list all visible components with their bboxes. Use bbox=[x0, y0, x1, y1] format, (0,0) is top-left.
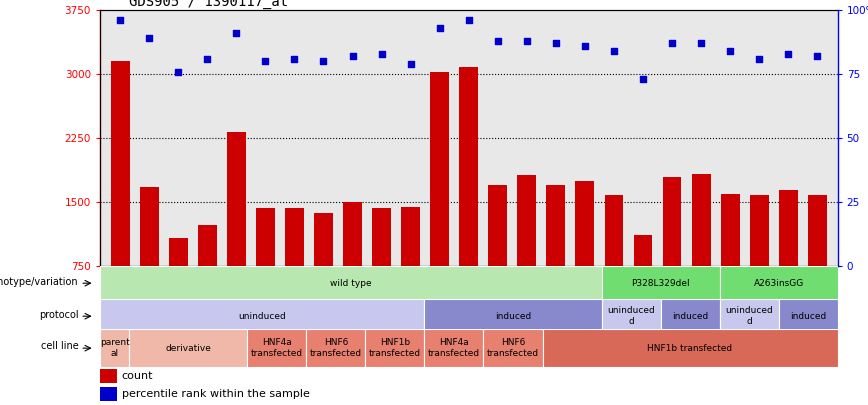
Bar bbox=[750, 196, 769, 266]
Text: HNF4a
transfected: HNF4a transfected bbox=[251, 339, 303, 358]
Bar bbox=[575, 181, 595, 266]
Bar bbox=[111, 62, 129, 266]
Bar bbox=[100, 329, 129, 367]
Bar bbox=[808, 195, 826, 266]
Point bbox=[201, 55, 214, 62]
Bar bbox=[720, 194, 740, 266]
Text: genotype/variation: genotype/variation bbox=[0, 277, 78, 286]
Point bbox=[433, 25, 447, 31]
Point bbox=[317, 58, 331, 65]
Point bbox=[781, 51, 795, 57]
Text: HNF1b transfected: HNF1b transfected bbox=[648, 344, 733, 353]
Bar bbox=[100, 299, 424, 333]
Text: parent
al: parent al bbox=[100, 339, 129, 358]
Text: P328L329del: P328L329del bbox=[631, 279, 690, 288]
Bar bbox=[459, 67, 478, 266]
Bar bbox=[285, 208, 304, 266]
Bar bbox=[314, 213, 333, 266]
Point bbox=[462, 17, 476, 23]
Bar bbox=[424, 299, 602, 333]
Bar bbox=[431, 72, 449, 266]
Point bbox=[811, 53, 825, 60]
Bar bbox=[100, 369, 117, 383]
Bar bbox=[372, 208, 391, 266]
Point bbox=[520, 38, 534, 44]
Text: wild type: wild type bbox=[330, 279, 372, 288]
Text: percentile rank within the sample: percentile rank within the sample bbox=[122, 389, 309, 399]
Bar bbox=[547, 185, 565, 266]
Point bbox=[229, 30, 243, 36]
Point bbox=[142, 35, 156, 42]
Point bbox=[259, 58, 273, 65]
Bar bbox=[779, 190, 798, 266]
Text: HNF6
transfected: HNF6 transfected bbox=[487, 339, 539, 358]
Bar bbox=[168, 238, 187, 266]
Bar bbox=[604, 196, 623, 266]
Point bbox=[578, 43, 592, 49]
Point bbox=[665, 40, 679, 47]
Point bbox=[287, 55, 301, 62]
Bar bbox=[227, 132, 246, 266]
Point bbox=[375, 51, 389, 57]
Text: A263insGG: A263insGG bbox=[753, 279, 804, 288]
Text: protocol: protocol bbox=[39, 309, 78, 320]
Text: induced: induced bbox=[790, 312, 826, 321]
Point bbox=[113, 17, 127, 23]
Text: GDS905 / 1390117_at: GDS905 / 1390117_at bbox=[129, 0, 288, 9]
Bar bbox=[720, 299, 779, 333]
Text: uninduced
d: uninduced d bbox=[607, 307, 655, 326]
Text: HNF4a
transfected: HNF4a transfected bbox=[428, 339, 480, 358]
Point bbox=[607, 48, 621, 54]
Bar bbox=[140, 187, 159, 266]
Bar bbox=[634, 235, 653, 266]
Bar bbox=[483, 329, 542, 367]
Bar bbox=[692, 174, 711, 266]
Bar bbox=[720, 266, 838, 300]
Text: count: count bbox=[122, 371, 153, 382]
Point bbox=[345, 53, 359, 60]
Text: HNF1b
transfected: HNF1b transfected bbox=[369, 339, 421, 358]
Bar bbox=[661, 299, 720, 333]
Bar bbox=[247, 329, 306, 367]
Bar bbox=[602, 266, 720, 300]
Bar bbox=[602, 299, 661, 333]
Bar bbox=[424, 329, 483, 367]
Bar bbox=[129, 329, 247, 367]
Point bbox=[549, 40, 562, 47]
Bar bbox=[100, 387, 117, 401]
Text: uninduced: uninduced bbox=[238, 312, 286, 321]
Bar bbox=[306, 329, 365, 367]
Bar bbox=[662, 177, 681, 266]
Text: HNF6
transfected: HNF6 transfected bbox=[310, 339, 362, 358]
Bar bbox=[198, 226, 217, 266]
Bar bbox=[401, 207, 420, 266]
Point bbox=[490, 38, 504, 44]
Point bbox=[723, 48, 737, 54]
Point bbox=[636, 76, 650, 83]
Bar bbox=[779, 299, 838, 333]
Text: uninduced
d: uninduced d bbox=[725, 307, 773, 326]
Text: induced: induced bbox=[672, 312, 708, 321]
Bar bbox=[365, 329, 424, 367]
Text: cell line: cell line bbox=[41, 341, 78, 351]
Point bbox=[171, 68, 185, 75]
Bar bbox=[256, 208, 275, 266]
Point bbox=[694, 40, 708, 47]
Point bbox=[753, 55, 766, 62]
Point bbox=[404, 61, 418, 67]
Bar bbox=[517, 175, 536, 266]
Text: derivative: derivative bbox=[166, 344, 211, 353]
Bar bbox=[100, 266, 602, 300]
Bar bbox=[489, 185, 507, 266]
Bar bbox=[343, 202, 362, 266]
Bar bbox=[542, 329, 838, 367]
Text: induced: induced bbox=[495, 312, 531, 321]
